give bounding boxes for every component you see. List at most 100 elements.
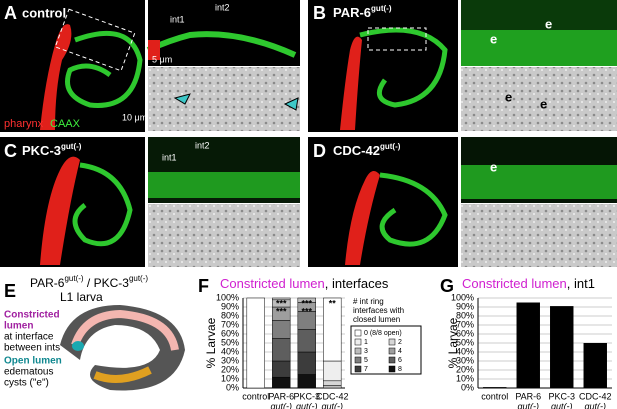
- bar-segment: [272, 376, 291, 389]
- t: gut(-): [64, 274, 83, 283]
- label: at interface: [4, 332, 54, 343]
- panel-label: CDC-42gut(-): [333, 142, 401, 158]
- title-highlight: Constricted lumen: [462, 276, 567, 291]
- annotation: ***: [301, 306, 312, 316]
- micrograph: [461, 67, 617, 131]
- chart-title: Constricted lumen, interfaces: [220, 276, 389, 291]
- y-tick-label: 90%: [456, 301, 474, 311]
- gut: [146, 31, 297, 58]
- title-rest: , interfaces: [325, 276, 389, 291]
- box: [54, 8, 136, 72]
- legend-label: 1: [364, 339, 368, 346]
- y-tick-label: 80%: [456, 310, 474, 320]
- x-tick-label: PKC-3: [293, 391, 320, 401]
- label: Constricted: [4, 310, 60, 321]
- bar-segment: [272, 297, 291, 301]
- annotation: **: [329, 298, 337, 308]
- scale-bar-label: 10 μm: [122, 112, 147, 122]
- legend-label: 6: [398, 357, 402, 364]
- y-axis-label: % Larvae: [204, 317, 218, 368]
- y-tick-label: 10%: [221, 373, 239, 383]
- y-tick-label: 70%: [456, 319, 474, 329]
- x-tick-label: PKC-3: [548, 391, 575, 401]
- cyst-label: e: [540, 96, 547, 111]
- y-tick-label: 10%: [456, 373, 474, 383]
- panel-e: E PAR-6gut(-) / PKC-3gut(-) L1 larva Con…: [4, 274, 185, 391]
- legend-swatch: [388, 356, 396, 364]
- y-tick-label: 50%: [456, 337, 474, 347]
- label: lumen: [4, 321, 33, 332]
- t: / PKC-3: [84, 276, 130, 290]
- gut: [379, 172, 448, 247]
- gut: [72, 162, 133, 247]
- legend-swatch: [354, 356, 362, 364]
- gut: [71, 309, 179, 351]
- micrograph: [0, 0, 145, 132]
- y-tick-label: 20%: [221, 364, 239, 374]
- arrowhead: [283, 97, 299, 111]
- bar-segment: [323, 385, 342, 389]
- chart-title: Constricted lumen, int1: [462, 276, 595, 291]
- legend-green: CAAX: [50, 118, 81, 130]
- x-tick-label: gut(-): [551, 401, 573, 409]
- y-tick-label: 50%: [221, 337, 239, 347]
- panel-a: A control pharynx CAAX 10 μm int1 int2 5…: [0, 0, 300, 132]
- gut: [461, 165, 617, 199]
- label-sup: gut(-): [61, 142, 82, 151]
- diagram-subtitle: L1 larva: [60, 290, 103, 304]
- legend-label: 2: [398, 339, 402, 346]
- x-tick-label: CDC-42: [579, 391, 612, 401]
- scale-bar-label: 5 μm: [152, 54, 172, 64]
- pharynx: [93, 366, 152, 383]
- legend-box: [350, 325, 422, 375]
- x-tick-label: PAR-6: [268, 391, 294, 401]
- y-tick-label: 40%: [456, 346, 474, 356]
- y-tick-label: 30%: [456, 355, 474, 365]
- y-tick-label: 80%: [221, 310, 239, 320]
- panel-letter: G: [440, 276, 454, 296]
- label: edematous: [4, 367, 53, 378]
- legend-swatch: [354, 329, 362, 337]
- micrograph: [148, 67, 300, 131]
- x-tick-label: gut(-): [517, 401, 539, 409]
- annotation: ***: [301, 298, 312, 308]
- legend-swatch: [354, 365, 362, 373]
- label-main: CDC-42: [333, 143, 380, 158]
- panel-label: PAR-6gut(-): [333, 4, 392, 20]
- annotation: ***: [276, 306, 287, 316]
- arrowhead: [173, 93, 191, 105]
- bar-segment: [297, 329, 316, 353]
- box: [367, 27, 427, 51]
- bar-segment: [323, 297, 342, 362]
- panel-letter: A: [4, 3, 17, 23]
- panel-letter: F: [198, 276, 209, 296]
- legend-label: 0 (8/8 open): [364, 330, 402, 337]
- gut: [148, 172, 300, 198]
- diagram-title: PAR-6gut(-) / PKC-3gut(-): [30, 274, 148, 290]
- cyst-label: e: [490, 31, 497, 46]
- y-tick-label: 30%: [221, 355, 239, 365]
- legend-red: pharynx: [4, 118, 44, 130]
- label: cysts ("e"): [4, 378, 49, 389]
- y-tick-label: 100%: [216, 292, 239, 302]
- bar: [550, 306, 574, 388]
- y-tick-label: 40%: [221, 346, 239, 356]
- panel-d: D CDC-42gut(-) e: [308, 137, 617, 267]
- cyst-label: e: [490, 159, 497, 174]
- panel-b: B PAR-6gut(-) e e e e: [308, 0, 617, 132]
- panel-letter: B: [313, 3, 326, 23]
- legend-label: 5: [364, 357, 368, 364]
- label: Open lumen: [4, 356, 62, 367]
- pharynx: [40, 24, 72, 130]
- y-tick-label: 0%: [461, 382, 474, 392]
- legend-swatch: [388, 365, 396, 373]
- label: int1: [170, 14, 185, 24]
- micrograph: [461, 204, 617, 267]
- label-main: PKC-3: [22, 143, 61, 158]
- label-sup: gut(-): [380, 142, 401, 151]
- legend-title: # int ring: [353, 297, 384, 306]
- legend-swatch: [388, 347, 396, 355]
- y-tick-label: 60%: [456, 328, 474, 338]
- label: between ints: [4, 343, 60, 354]
